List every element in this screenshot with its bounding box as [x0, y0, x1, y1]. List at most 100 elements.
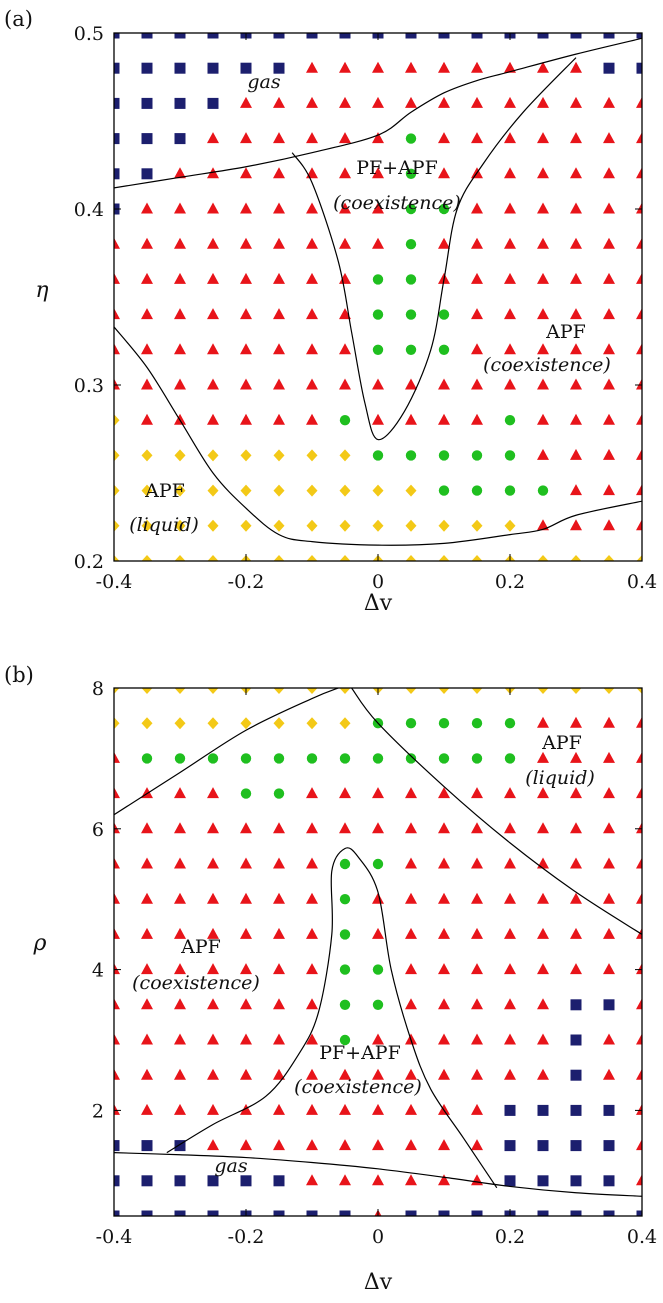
- panel-a-xtick-label: 0: [372, 571, 384, 593]
- panel-b-triangle-marker: [570, 963, 582, 975]
- panel-a-triangle-marker: [537, 413, 549, 425]
- panel-b-triangle-marker: [372, 927, 384, 939]
- panel-a-xtick-label: -0.4: [96, 571, 133, 593]
- panel-a-triangle-marker: [372, 202, 384, 214]
- panel-b-triangle-marker: [306, 1174, 318, 1186]
- panel-b-diamond-marker: [141, 717, 153, 730]
- panel-b-triangle-marker: [471, 1068, 483, 1080]
- panel-b-diamond-marker: [438, 688, 450, 694]
- panel-a-triangle-marker: [405, 96, 417, 108]
- panel-a-region-pfapf-sub: (coexistence): [333, 192, 461, 214]
- panel-b-region-liquid-sub: (liquid): [525, 767, 595, 789]
- panel-b-region-apf-sub: (coexistence): [132, 972, 260, 994]
- panel-a-triangle-marker: [174, 167, 186, 179]
- panel-a-diamond-marker: [114, 555, 120, 561]
- panel-b-square-marker: [537, 1175, 549, 1187]
- panel-a-diamond-marker: [438, 519, 450, 532]
- panel-a-boundaries: [114, 37, 642, 546]
- panel-a-circle-marker: [438, 203, 450, 215]
- panel-b-triangle-marker: [114, 751, 120, 763]
- panel-a-triangle-marker: [471, 378, 483, 390]
- panel-a-triangle-marker: [537, 343, 549, 355]
- panel-a-triangle-marker: [114, 343, 120, 355]
- panel-a-triangle-marker: [114, 272, 120, 284]
- panel-b-circle-marker: [141, 753, 153, 764]
- panel-a-triangle-marker: [339, 343, 351, 355]
- panel-a-triangle-marker: [372, 237, 384, 249]
- panel-b-triangle-marker: [114, 927, 120, 939]
- panel-b-triangle-marker: [603, 892, 615, 904]
- panel-b-circle-marker: [405, 718, 417, 729]
- panel-a-region-apf: APF: [545, 321, 586, 343]
- panel-b-square-marker: [471, 1210, 483, 1216]
- panel-b-triangle-marker: [471, 927, 483, 939]
- panel-b-region-apf: APF: [180, 936, 221, 958]
- panel-b-triangle-marker: [339, 787, 351, 799]
- panel-a-triangle-marker: [306, 202, 318, 214]
- panel-b-triangle-marker: [273, 927, 285, 939]
- panel-b-triangle-marker: [240, 1033, 252, 1045]
- panel-a-circle-marker: [405, 274, 417, 285]
- panel-b-triangle-marker: [207, 1068, 219, 1080]
- panel-a-triangle-marker: [339, 272, 351, 284]
- panel-b-triangle-marker: [471, 1103, 483, 1115]
- panel-b-square-marker: [174, 1210, 186, 1216]
- panel-b-triangle-marker: [273, 998, 285, 1010]
- panel-b-triangle-marker: [273, 963, 285, 975]
- panel-a-diamond-marker: [114, 449, 120, 462]
- panel-a-boundary-liquid-line: [114, 326, 642, 546]
- panel-b-diamond-marker: [207, 688, 219, 694]
- panel-b-square-marker: [207, 1210, 219, 1216]
- panel-b-triangle-marker: [636, 751, 642, 763]
- panel-a-diamond-marker: [306, 484, 318, 497]
- panel-a-triangle-marker: [339, 61, 351, 73]
- panel-b-square-marker: [141, 1175, 153, 1187]
- panel-a-triangle-marker: [603, 132, 615, 144]
- panel-a-square-marker: [141, 168, 153, 180]
- panel-b-triangle-marker: [372, 1033, 384, 1045]
- panel-b-square-marker: [306, 1210, 318, 1216]
- panel-b-ytick-label: 2: [92, 1100, 104, 1122]
- panel-b-triangle-marker: [174, 857, 186, 869]
- panel-b-triangle-marker: [174, 998, 186, 1010]
- panel-a-diamond-marker: [174, 519, 186, 532]
- panel-b-triangle-marker: [636, 998, 642, 1010]
- panel-a-diamond-marker: [240, 449, 252, 462]
- panel-a-triangle-marker: [207, 272, 219, 284]
- panel-a-diamond-marker: [471, 555, 483, 561]
- panel-a-circle-marker: [405, 133, 417, 144]
- panel-b-triangle-marker: [174, 927, 186, 939]
- panel-a-triangle-marker: [438, 61, 450, 73]
- panel-a-triangle-marker: [438, 237, 450, 249]
- panel-b-triangle-marker: [240, 822, 252, 834]
- panel-b-square-marker: [603, 1140, 615, 1152]
- panel-b-xtick-label: 0.4: [627, 1226, 657, 1248]
- panel-b-circle-marker: [471, 753, 483, 764]
- panel-a-diamond-marker: [537, 555, 549, 561]
- panel-b-triangle-marker: [273, 1103, 285, 1115]
- panel-b-triangle-marker: [306, 1103, 318, 1115]
- panel-b-circle-marker: [339, 858, 351, 870]
- panel-b-region-pfapf: PF+APF: [319, 1042, 401, 1064]
- panel-a-triangle-marker: [570, 519, 582, 531]
- panel-a-circle-marker: [537, 485, 549, 496]
- panel-a-diamond-marker: [174, 555, 186, 561]
- panel-b-triangle-marker: [636, 822, 642, 834]
- panel-b-region-gas: gas: [214, 1155, 247, 1177]
- panel-b-markers: [114, 688, 642, 1216]
- panel-b-triangle-marker: [207, 927, 219, 939]
- panel-b-triangle-marker: [603, 751, 615, 763]
- panel-a-square-marker: [207, 62, 219, 74]
- panel-b-diamond-marker: [603, 688, 615, 694]
- panel-b-triangle-marker: [438, 1068, 450, 1080]
- panel-a-triangle-marker: [570, 413, 582, 425]
- panel-a-square-marker: [405, 33, 417, 39]
- panel-b-xtick-label: -0.4: [96, 1226, 133, 1248]
- panel-a-triangle-marker: [372, 132, 384, 144]
- panel-a-square-marker: [207, 33, 219, 39]
- panel-a-triangle-marker: [405, 378, 417, 390]
- panel-a-triangle-marker: [207, 308, 219, 320]
- panel-b-triangle-marker: [570, 751, 582, 763]
- panel-b-triangle-marker: [207, 998, 219, 1010]
- panel-b-triangle-marker: [174, 963, 186, 975]
